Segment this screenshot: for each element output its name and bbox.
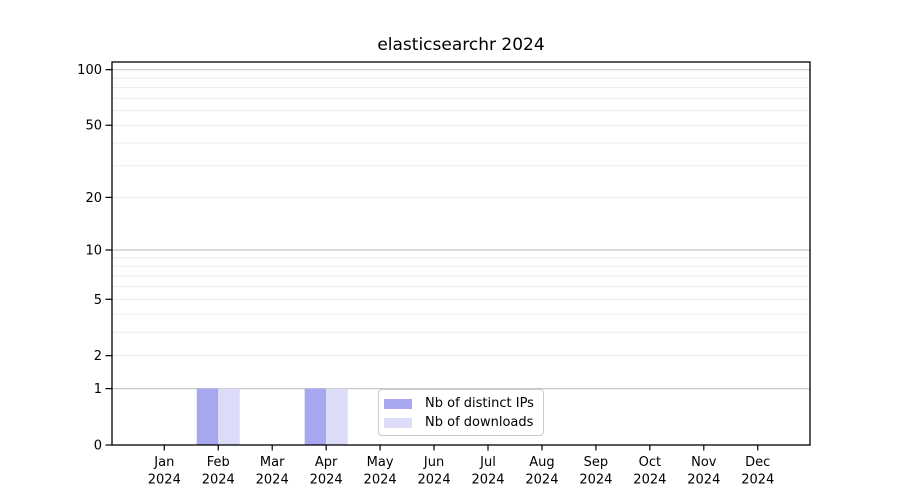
bar-apr-2024-nb-of-distinct-ips bbox=[304, 388, 327, 445]
axis-frame bbox=[111, 61, 811, 446]
legend-label-downloads: Nb of downloads bbox=[425, 415, 534, 430]
legend-item-downloads: Nb of downloads bbox=[384, 414, 534, 431]
x-tick-label-apr-2024: Apr 2024 bbox=[310, 455, 343, 488]
bar-feb-2024-nb-of-distinct-ips bbox=[196, 388, 219, 445]
legend-label-distinct-ips: Nb of distinct IPs bbox=[425, 396, 534, 411]
bar-feb-2024-nb-of-downloads bbox=[218, 388, 240, 445]
chart-title: elasticsearchr 2024 bbox=[377, 35, 545, 55]
y-tick-label-50: 50 bbox=[85, 119, 102, 134]
legend-swatch-distinct-ips bbox=[384, 398, 412, 409]
x-tick-label-jul-2024: Jul 2024 bbox=[471, 455, 504, 488]
y-tick-label-2: 2 bbox=[94, 349, 102, 364]
y-tick-label-10: 10 bbox=[85, 243, 102, 258]
y-tick-label-1: 1 bbox=[94, 382, 102, 397]
y-tick-label-20: 20 bbox=[85, 191, 102, 206]
x-tick-label-feb-2024: Feb 2024 bbox=[202, 455, 235, 488]
x-tick-label-jan-2024: Jan 2024 bbox=[148, 455, 181, 488]
x-tick-label-nov-2024: Nov 2024 bbox=[687, 455, 720, 488]
bar-apr-2024-nb-of-downloads bbox=[326, 388, 348, 445]
y-tick-label-5: 5 bbox=[94, 293, 102, 308]
x-tick-label-sep-2024: Sep 2024 bbox=[579, 455, 612, 488]
legend-swatch-downloads bbox=[384, 417, 412, 428]
legend-item-distinct-ips: Nb of distinct IPs bbox=[384, 395, 534, 412]
legend: Nb of distinct IPs Nb of downloads bbox=[378, 389, 544, 436]
x-tick-label-mar-2024: Mar 2024 bbox=[256, 455, 289, 488]
x-tick-label-oct-2024: Oct 2024 bbox=[633, 455, 666, 488]
x-tick-label-may-2024: May 2024 bbox=[364, 455, 397, 488]
x-tick-label-aug-2024: Aug 2024 bbox=[525, 455, 558, 488]
x-tick-label-dec-2024: Dec 2024 bbox=[741, 455, 774, 488]
x-tick-label-jun-2024: Jun 2024 bbox=[418, 455, 451, 488]
y-tick-label-100: 100 bbox=[77, 63, 102, 78]
y-tick-label-0: 0 bbox=[94, 439, 102, 454]
